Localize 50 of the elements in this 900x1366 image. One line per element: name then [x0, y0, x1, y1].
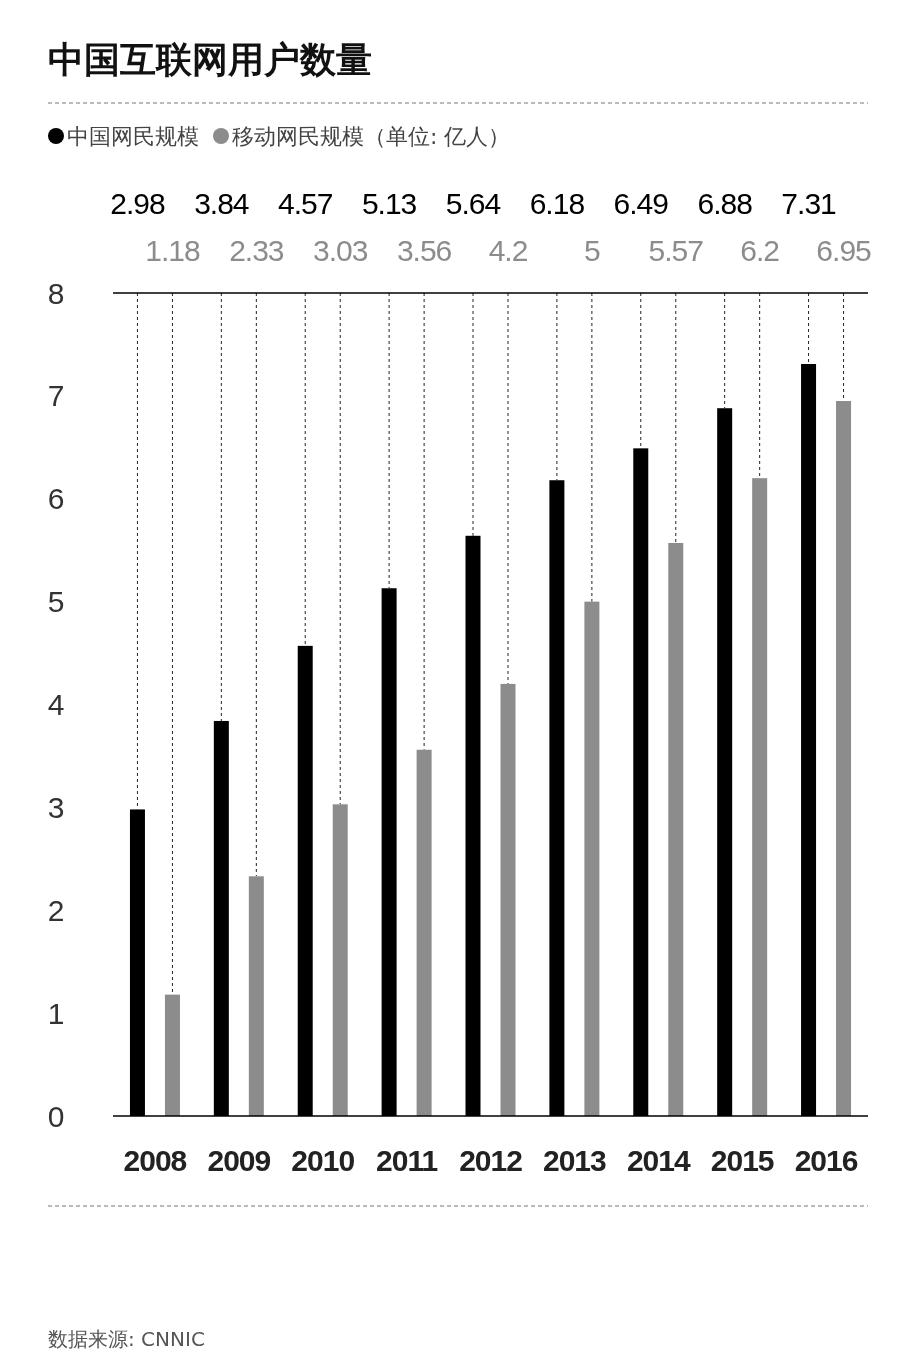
- x-tick-label: 2013: [543, 1144, 607, 1177]
- bar: [332, 804, 348, 1116]
- bar: [584, 601, 600, 1116]
- data-label: 5: [584, 234, 601, 267]
- data-label: 7.31: [781, 187, 837, 220]
- y-tick-label: 2: [47, 893, 65, 927]
- y-tick-label: 3: [47, 790, 65, 824]
- y-tick-label: 0: [47, 1099, 65, 1133]
- y-tick-label: 6: [47, 482, 65, 516]
- data-label: 2.33: [229, 234, 284, 267]
- x-tick-label: 2014: [626, 1144, 691, 1177]
- bar: [164, 994, 180, 1116]
- x-tick-label: 2015: [710, 1144, 774, 1177]
- bar: [248, 876, 264, 1116]
- chart-title: 中国互联网用户数量: [48, 39, 372, 80]
- x-tick-label: 2010: [291, 1144, 355, 1177]
- data-label: 6.88: [697, 187, 753, 220]
- bar: [500, 683, 516, 1116]
- data-label: 6.49: [613, 187, 669, 220]
- data-label: 3.84: [194, 187, 249, 220]
- bar: [416, 749, 432, 1116]
- data-label: 1.18: [145, 234, 200, 267]
- data-label: 4.2: [488, 234, 528, 267]
- data-label: 3.56: [396, 234, 452, 267]
- x-tick-label: 2012: [459, 1144, 523, 1177]
- bar: [752, 478, 768, 1116]
- data-label: 5.64: [445, 187, 501, 220]
- data-label: 4.57: [278, 187, 333, 220]
- data-label: 5.57: [648, 234, 704, 267]
- y-tick-label: 8: [47, 276, 65, 310]
- bar: [836, 401, 852, 1116]
- y-tick-label: 4: [47, 688, 65, 721]
- x-tick-label: 2016: [794, 1144, 858, 1177]
- x-tick-label: 2009: [207, 1144, 271, 1177]
- legend-label: 移动网民规模: [232, 124, 364, 149]
- data-label: 5.13: [361, 187, 417, 220]
- x-tick-label: 2011: [376, 1144, 438, 1177]
- data-label: 3.03: [313, 234, 368, 267]
- bar: [668, 542, 684, 1116]
- data-label: 6.18: [529, 187, 585, 220]
- source-note: 数据来源: CNNIC: [48, 1327, 205, 1351]
- y-tick-label: 7: [47, 379, 65, 413]
- data-label: 2.98: [110, 187, 165, 220]
- y-tick-label: 1: [47, 996, 65, 1030]
- data-label: 6.2: [740, 234, 780, 267]
- x-tick-label: 2008: [123, 1144, 187, 1177]
- data-label: 6.95: [816, 234, 872, 267]
- text: （单位: 亿人）: [364, 124, 511, 149]
- legend-label: 中国网民规模: [67, 124, 199, 149]
- y-tick-label: 5: [47, 585, 65, 619]
